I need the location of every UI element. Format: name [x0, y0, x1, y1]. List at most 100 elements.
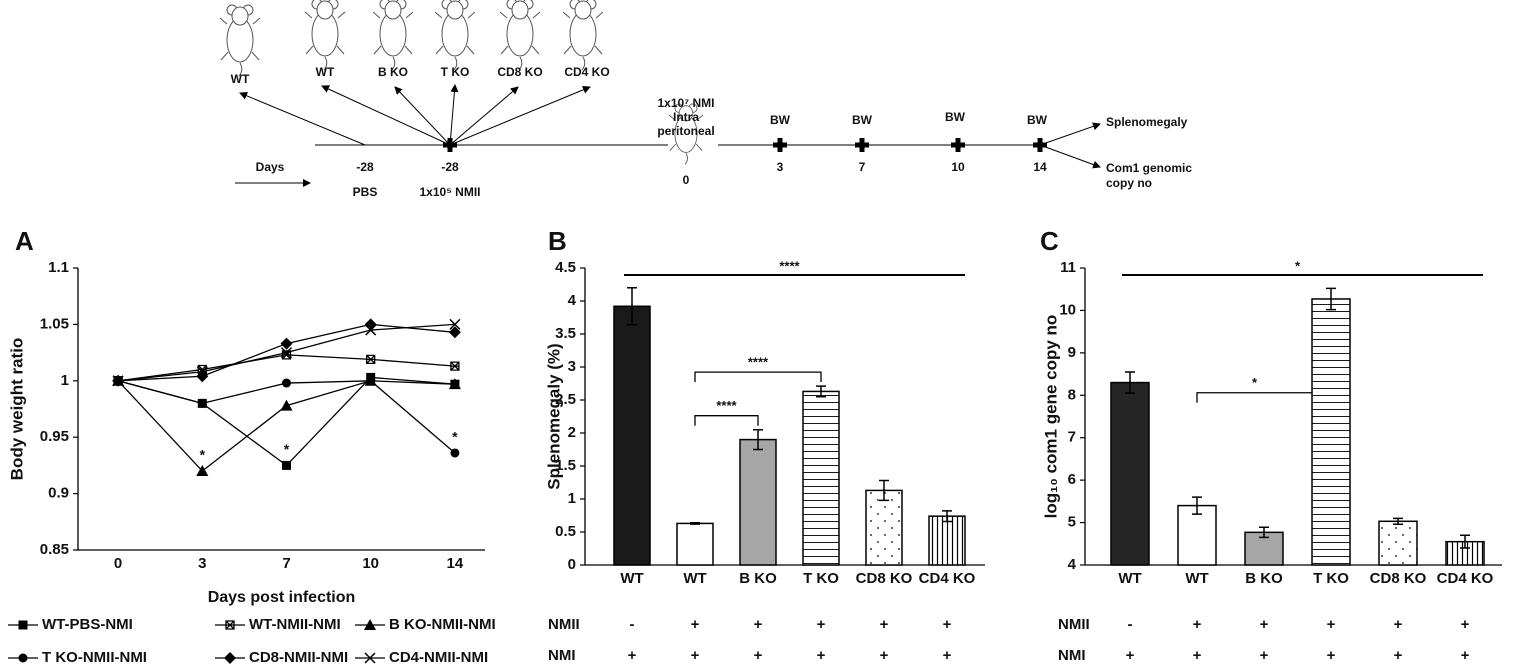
y-tick-label: 1.5	[555, 457, 576, 474]
marker	[18, 653, 28, 663]
marker	[366, 376, 376, 386]
marker	[280, 337, 293, 350]
timeline: WT WT B KO T KO CD8 KO CD4 KO Days -28 P…	[219, 0, 1192, 199]
outcome-label: copy no	[1106, 176, 1152, 190]
x-tick-label: CD8 KO	[1370, 570, 1427, 587]
row-value: +	[1193, 616, 1202, 633]
day-label: 10	[951, 160, 965, 174]
arrow	[1039, 122, 1101, 146]
mouse-icon	[219, 4, 261, 77]
bw-label: BW	[1027, 113, 1048, 127]
challenge-label: Intra	[673, 110, 699, 124]
y-tick-label: 1	[61, 372, 69, 389]
challenge-label: peritoneal	[657, 124, 714, 138]
marker	[196, 465, 209, 477]
error-bar	[1393, 517, 1403, 526]
bar	[676, 522, 714, 566]
marker	[196, 370, 209, 383]
y-tick-label: 1	[568, 490, 576, 507]
row-value: +	[1260, 616, 1269, 633]
arrow	[394, 86, 451, 146]
x-tick-label: 7	[282, 555, 290, 572]
x-tick-label: CD4 KO	[919, 570, 976, 587]
panel-letter: A	[15, 226, 34, 256]
row-value: +	[943, 647, 952, 664]
row-value: -	[630, 616, 635, 633]
bw-label: BW	[852, 113, 873, 127]
day-label: -28	[441, 160, 459, 174]
bar	[802, 390, 840, 566]
error-bar	[753, 428, 763, 451]
marker	[282, 378, 291, 388]
significance-bracket	[694, 371, 822, 383]
error-bar	[816, 385, 826, 398]
row-value: +	[1327, 647, 1336, 664]
bar	[739, 438, 777, 566]
marker	[112, 375, 124, 387]
significance-label: *	[1252, 375, 1258, 390]
mouse-label: B KO	[378, 65, 408, 79]
y-tick-label: 11	[1060, 259, 1076, 276]
marker	[449, 318, 461, 330]
error-bar	[1460, 534, 1470, 549]
time-node	[855, 138, 869, 152]
y-tick-label: 8	[1068, 386, 1076, 403]
mouse-label: CD4 KO	[564, 65, 609, 79]
significance-bracket	[1196, 392, 1312, 403]
x-tick-label: 10	[362, 555, 379, 572]
row-value: +	[754, 616, 763, 633]
mouse-icon	[562, 0, 604, 71]
x-tick-label: 14	[447, 555, 464, 572]
marker	[448, 378, 461, 390]
marker	[364, 652, 376, 664]
bw-label: BW	[770, 113, 791, 127]
y-tick-label: 4	[1068, 556, 1077, 573]
legend-label: WT-NMII-NMI	[249, 616, 341, 633]
legend-label: WT-PBS-NMI	[42, 616, 133, 633]
row-label: NMI	[1058, 647, 1086, 664]
mouse-icon	[304, 0, 346, 71]
x-tick-label: T KO	[803, 570, 839, 587]
annotation: *	[284, 441, 290, 457]
x-axis-label: Days post infection	[208, 589, 356, 606]
row-value: +	[754, 647, 763, 664]
legend-label: CD8-NMII-NMI	[249, 649, 348, 665]
marker	[224, 652, 236, 664]
arrow	[449, 84, 459, 146]
day-label: 3	[777, 160, 784, 174]
row-value: +	[817, 616, 826, 633]
y-tick-label: 1.05	[40, 315, 69, 332]
row-label: NMII	[548, 616, 580, 633]
y-tick-label: 0	[568, 556, 576, 573]
row-value: +	[880, 647, 889, 664]
marker	[282, 460, 291, 470]
day-label: 0	[683, 173, 690, 187]
y-tick-label: 4.5	[555, 259, 576, 276]
row-value: +	[1461, 647, 1470, 664]
outcome-label: Splenomegaly	[1106, 115, 1188, 129]
y-tick-label: 1.1	[48, 259, 69, 276]
treatment-label: PBS	[353, 185, 378, 199]
arrow	[449, 86, 519, 146]
mouse-label: WT	[316, 65, 335, 79]
row-value: +	[817, 647, 826, 664]
row-value: +	[943, 616, 952, 633]
day-label: 14	[1033, 160, 1047, 174]
marker	[450, 448, 460, 458]
mouse-label: CD8 KO	[497, 65, 542, 79]
marker	[364, 619, 376, 630]
error-bar	[1125, 371, 1135, 394]
significance-label: ****	[779, 258, 800, 273]
treatment-label: 1x10⁵ NMII	[420, 185, 481, 199]
panel-letter: C	[1040, 226, 1059, 256]
significance-label: ****	[716, 398, 737, 413]
significance-label: ****	[748, 355, 769, 370]
legend-label: B KO-NMII-NMI	[389, 616, 496, 633]
error-bar	[1192, 496, 1202, 515]
annotation: *	[200, 447, 206, 463]
marker	[365, 324, 377, 336]
row-label: NMII	[1058, 616, 1090, 633]
significance-label: *	[1295, 258, 1301, 273]
